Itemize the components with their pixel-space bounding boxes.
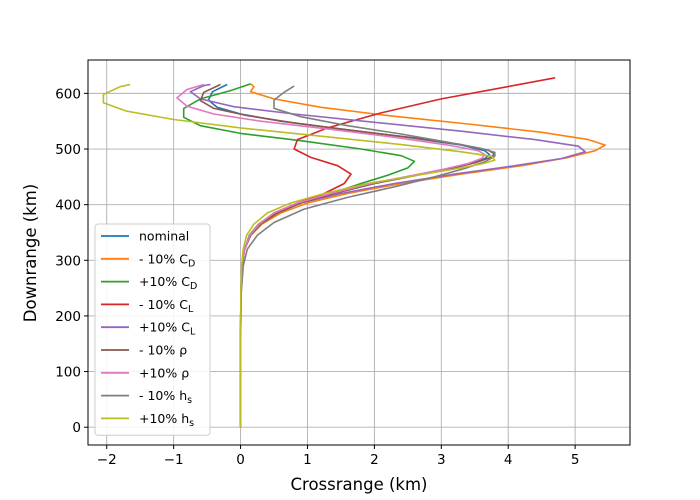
x-tick-label: −1 [164,452,184,468]
series-line-8 [102,83,496,428]
x-tick-label: 2 [370,452,379,468]
legend-label: +10% CD [139,274,197,292]
legend-label-subscript: s [187,395,192,406]
legend-label: +10% ρ [139,365,189,380]
legend-box [94,223,211,436]
legend-label: - 10% CD [139,251,195,269]
y-tick-label: 400 [55,198,81,214]
legend-label-main: - 10% C [139,251,188,266]
series-lines [102,77,606,428]
legend-label-subscript: s [189,418,194,429]
legend-label-main: - 10% h [139,388,187,403]
legend-label: - 10% CL [139,297,194,315]
legend: nominal- 10% CD+10% CD- 10% CL+10% CL- 1… [94,223,211,436]
y-axis-title: Downrange (km) [21,184,40,322]
axis-ticks: −2 −1 0 1 2 3 4 5 0 100 200 300 400 500 600 [55,86,579,468]
x-tick-label: 1 [303,452,312,468]
x-tick-label: 4 [504,452,513,468]
legend-label-subscript: D [188,258,195,269]
x-tick-label: 3 [437,452,446,468]
x-tick-label: 5 [571,452,580,468]
y-tick-label: 300 [55,253,81,269]
series-line-6 [176,83,486,428]
legend-label: - 10% hs [139,388,192,406]
y-tick-label: 0 [72,420,81,436]
x-axis-title: Crossrange (km) [291,475,428,494]
legend-label-main: - 10% C [139,297,188,312]
legend-label: +10% hs [139,411,194,429]
legend-label-main: +10% C [139,320,190,335]
y-tick-label: 100 [55,365,81,381]
x-tick-label: 0 [236,452,245,468]
x-tick-label: −2 [97,452,117,468]
y-tick-label: 200 [55,309,81,325]
legend-label-main: nominal [139,229,189,244]
y-tick-label: 500 [55,142,81,158]
legend-label: nominal [139,229,189,244]
legend-label: +10% CL [139,320,196,338]
legend-label-subscript: L [188,304,194,315]
axes-border [87,59,631,446]
legend-label-main: - 10% ρ [139,343,187,358]
legend-label: - 10% ρ [139,343,187,358]
legend-label-subscript: L [190,327,196,338]
legend-label-main: +10% h [139,411,189,426]
y-tick-label: 600 [55,86,81,102]
legend-label-main: +10% ρ [139,365,189,380]
legend-label-main: +10% C [139,274,190,289]
plot-frame [87,59,631,446]
legend-label-subscript: D [190,281,197,292]
